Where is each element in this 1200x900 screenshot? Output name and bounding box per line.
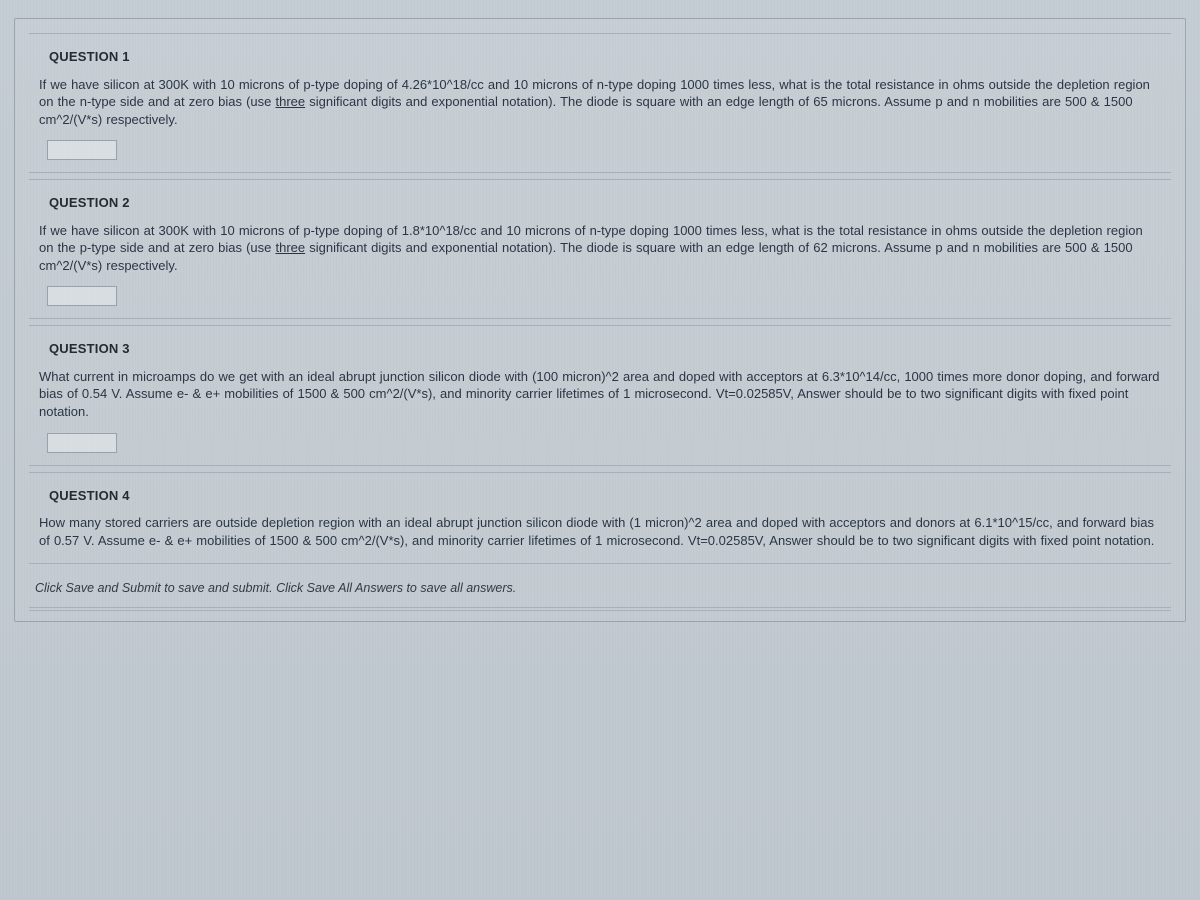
q3-body-pre: What current in microamps do we get with…	[39, 369, 1160, 419]
question-3: QUESTION 3 What current in microamps do …	[29, 325, 1171, 465]
question-4-title: QUESTION 4	[49, 487, 1167, 505]
question-2-body: If we have silicon at 300K with 10 micro…	[39, 222, 1161, 275]
question-4-body: How many stored carriers are outside dep…	[39, 514, 1161, 549]
question-2: QUESTION 2 If we have silicon at 300K wi…	[29, 179, 1171, 319]
question-3-title: QUESTION 3	[49, 340, 1167, 358]
question-1-answer-input[interactable]	[47, 140, 117, 160]
question-1: QUESTION 1 If we have silicon at 300K wi…	[29, 33, 1171, 173]
question-2-title: QUESTION 2	[49, 194, 1167, 212]
q2-underlined: three	[275, 240, 305, 255]
question-1-title: QUESTION 1	[49, 48, 1167, 66]
footer-instruction: Click Save and Submit to save and submit…	[29, 570, 1171, 608]
question-3-answer-row	[47, 433, 1167, 453]
question-3-body: What current in microamps do we get with…	[39, 368, 1161, 421]
question-1-body: If we have silicon at 300K with 10 micro…	[39, 76, 1161, 129]
q1-underlined: three	[275, 94, 305, 109]
footer-divider	[29, 610, 1171, 611]
q4-body-pre: How many stored carriers are outside dep…	[39, 515, 1154, 548]
question-2-answer-row	[47, 286, 1167, 306]
question-3-answer-input[interactable]	[47, 433, 117, 453]
question-4: QUESTION 4 How many stored carriers are …	[29, 472, 1171, 565]
question-1-answer-row	[47, 140, 1167, 160]
question-2-answer-input[interactable]	[47, 286, 117, 306]
question-panel: QUESTION 1 If we have silicon at 300K wi…	[14, 18, 1186, 622]
